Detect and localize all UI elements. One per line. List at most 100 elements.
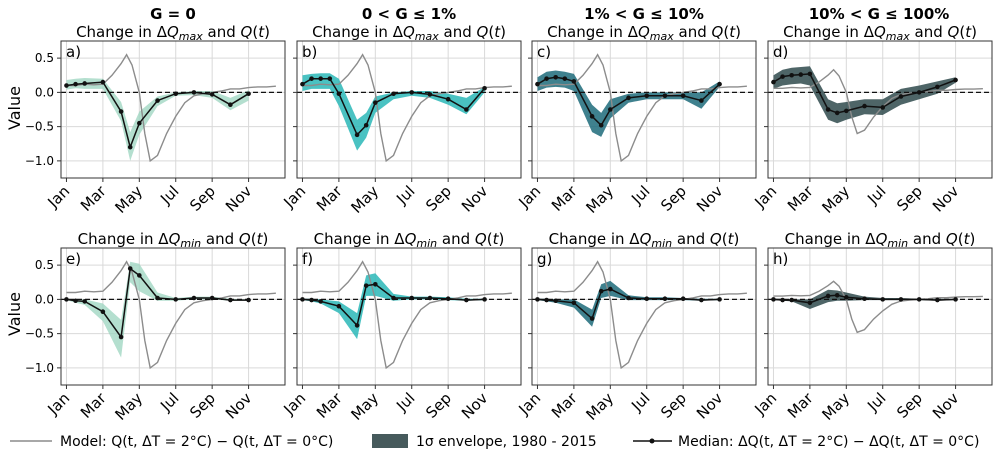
column-title-2: 1% < G ≤ 10%: [584, 5, 704, 23]
median-point: [127, 266, 133, 271]
xtick-label: Jan: [44, 182, 74, 212]
panel-title: Change in ΔQmax and Q(t): [547, 23, 741, 43]
median-point: [228, 102, 233, 108]
panel-d: Change in ΔQmax and Q(t)d) Jan Mar May Jul Se…: [751, 23, 993, 217]
panel-label: c): [537, 43, 551, 61]
median-point: [209, 295, 215, 301]
xtick-label: Sep: [657, 389, 690, 422]
median-point: [445, 96, 451, 102]
median-point: [834, 292, 840, 298]
median-point: [544, 297, 549, 303]
xtick-label: Nov: [693, 389, 727, 423]
median-point: [445, 296, 451, 301]
median-point: [780, 297, 785, 303]
panel-title: Change in ΔQmin and Q(t): [549, 230, 740, 250]
xtick-label: May: [111, 182, 146, 217]
column-title-0: G = 0: [150, 5, 196, 23]
median-point: [137, 273, 142, 278]
median-point: [626, 95, 631, 101]
median-point: [598, 122, 604, 128]
median-point: [409, 295, 415, 301]
panel-title: Change in ΔQmin and Q(t): [785, 230, 976, 250]
median-point: [662, 296, 668, 301]
median-point: [391, 91, 396, 97]
xtick-label: May: [818, 182, 853, 217]
median-point: [807, 300, 813, 306]
median-point: [953, 297, 958, 302]
median-point: [300, 81, 305, 87]
model-line: [537, 53, 747, 163]
model-line: [66, 53, 276, 163]
median-point: [336, 91, 342, 97]
ytick-label: 0.0: [35, 292, 54, 306]
median-point: [82, 299, 87, 304]
axes-frame: [767, 40, 993, 179]
median-point: [482, 85, 487, 91]
xtick-label: Sep: [657, 182, 690, 215]
median-point: [100, 79, 106, 85]
median-point: [409, 90, 415, 95]
median-point: [482, 297, 487, 302]
median-point: [834, 110, 840, 116]
median-point: [680, 296, 686, 301]
median-point: [898, 297, 904, 302]
xtick-label: Nov: [222, 389, 256, 423]
median-point: [363, 283, 369, 288]
model-line: [302, 53, 512, 163]
median-point: [644, 296, 650, 301]
median-point: [589, 316, 595, 321]
ylabel-top: Value: [5, 86, 24, 130]
legend: Model: Q(t, ΔT = 2°C) − Q(t, ΔT = 0°C) 1…: [10, 434, 979, 450]
median-point: [798, 72, 804, 77]
median-point: [464, 107, 469, 112]
xtick-label: May: [347, 389, 382, 424]
xtick-label: Mar: [784, 389, 817, 422]
panel-f: Change in ΔQmin and Q(t)f) Jan Mar May Jul Se…: [280, 230, 522, 424]
xtick-label: May: [111, 389, 146, 424]
median-point: [300, 297, 305, 302]
xtick-label: Mar: [548, 389, 581, 422]
median-point: [191, 90, 197, 95]
xtick-label: Nov: [929, 182, 963, 216]
median-point: [789, 297, 794, 303]
median-point: [64, 297, 69, 302]
median-point: [318, 299, 323, 304]
median-point: [82, 81, 87, 86]
median-point: [363, 122, 369, 128]
median-point: [535, 81, 540, 87]
column-titles: G = 0 0 < G ≤ 1% 1% < G ≤ 10% 10% < G ≤ …: [150, 5, 949, 23]
panel-g: Change in ΔQmin and Q(t)g) Jan Mar May Jul Se…: [515, 230, 757, 424]
xtick-label: Jul: [863, 389, 889, 415]
median-point: [100, 309, 106, 315]
median-point: [789, 72, 794, 78]
xtick-label: Nov: [458, 389, 492, 423]
xtick-label: Jul: [627, 182, 653, 208]
xtick-label: May: [582, 389, 617, 424]
median-point: [680, 93, 686, 99]
legend-envelope-swatch: [372, 434, 408, 448]
median-point: [173, 297, 179, 302]
xtick-label: Nov: [222, 182, 256, 216]
median-point: [825, 293, 831, 299]
panel-label: b): [302, 43, 317, 61]
panel-h: Change in ΔQmin and Q(t)h) Jan Mar May Jul Se…: [751, 230, 993, 424]
median-point: [717, 81, 722, 87]
envelope-area: [537, 280, 720, 327]
envelope-area: [302, 73, 485, 151]
xtick-label: Sep: [422, 182, 455, 215]
xtick-label: Jan: [515, 182, 545, 212]
envelope-area: [66, 261, 249, 358]
median-point: [562, 76, 568, 81]
median-point: [427, 295, 433, 301]
median-point: [825, 107, 831, 112]
panel-a: Change in ΔQmax and Q(t)a) 0.5 0.0 −0.5 −1.0…: [25, 23, 286, 217]
axes-frame: [531, 247, 757, 386]
xtick-label: Sep: [186, 182, 219, 215]
xtick-label: Jul: [392, 389, 418, 415]
ytick-label: −0.5: [25, 120, 54, 134]
xtick-label: May: [347, 182, 382, 217]
median-point: [327, 76, 333, 81]
legend-model-label: Model: Q(t, ΔT = 2°C) − Q(t, ΔT = 0°C): [60, 434, 333, 450]
xtick-label: May: [582, 182, 617, 217]
median-point: [309, 297, 314, 303]
